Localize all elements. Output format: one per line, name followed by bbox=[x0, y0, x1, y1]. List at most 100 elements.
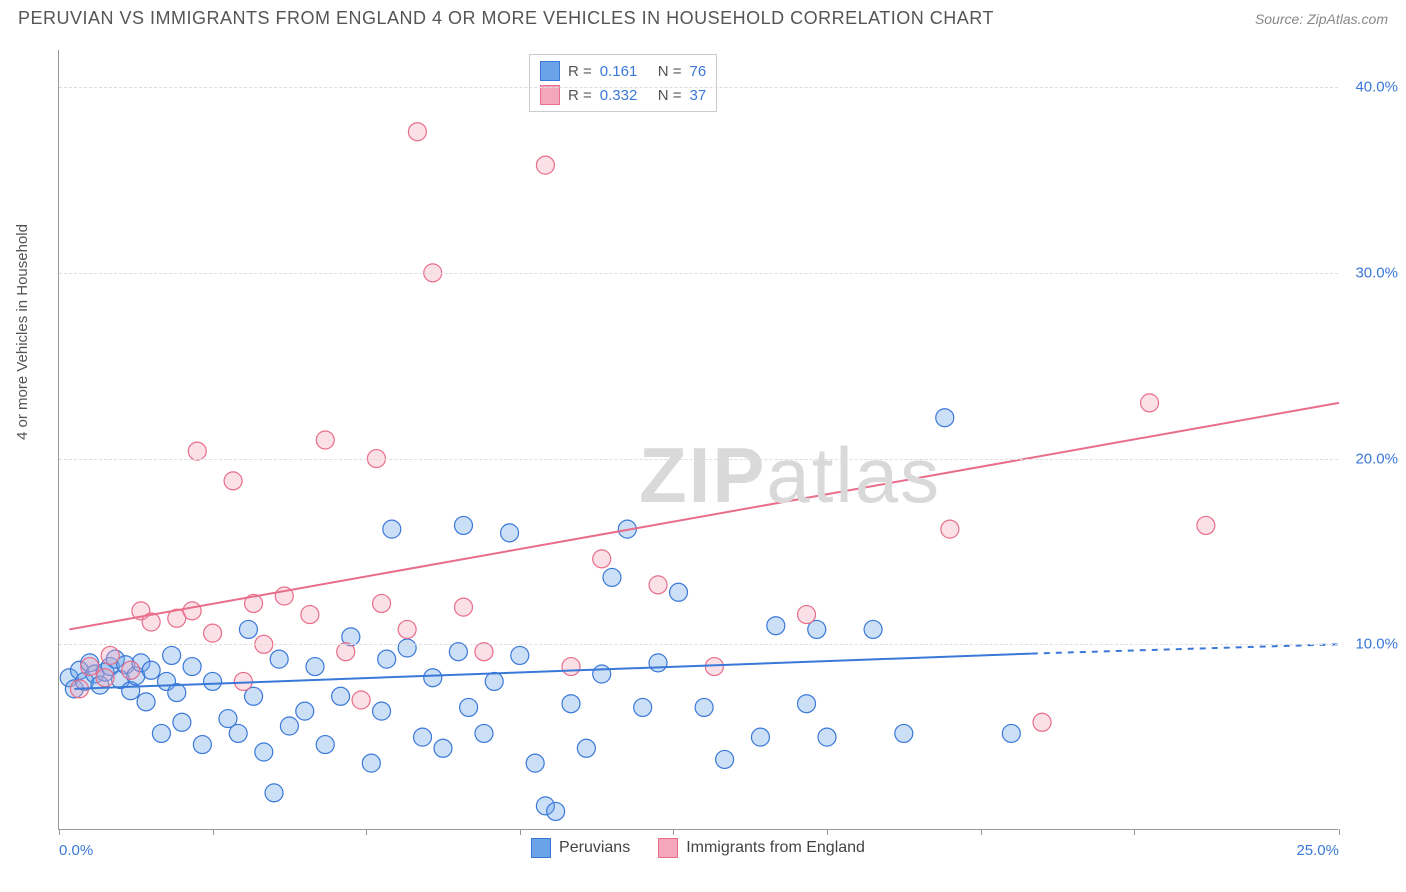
data-point bbox=[716, 750, 734, 768]
data-point bbox=[526, 754, 544, 772]
data-point bbox=[337, 643, 355, 661]
trend-line bbox=[69, 403, 1339, 630]
data-point bbox=[332, 687, 350, 705]
data-point bbox=[475, 724, 493, 742]
data-point bbox=[485, 672, 503, 690]
data-point bbox=[96, 669, 114, 687]
data-point bbox=[593, 665, 611, 683]
data-point bbox=[547, 802, 565, 820]
data-point bbox=[352, 691, 370, 709]
data-point bbox=[695, 698, 713, 716]
data-point bbox=[142, 661, 160, 679]
data-point bbox=[373, 594, 391, 612]
data-point bbox=[424, 669, 442, 687]
data-point bbox=[152, 724, 170, 742]
data-point bbox=[767, 617, 785, 635]
x-tick bbox=[366, 829, 367, 835]
x-tick bbox=[213, 829, 214, 835]
data-point bbox=[316, 736, 334, 754]
data-point bbox=[204, 672, 222, 690]
data-point bbox=[383, 520, 401, 538]
data-point bbox=[137, 693, 155, 711]
data-point bbox=[936, 409, 954, 427]
chart-plot-area: ZIPatlas R =0.161N =76R =0.332N =37 10.0… bbox=[58, 50, 1338, 830]
legend-bottom: Peruvians Immigrants from England bbox=[58, 838, 1338, 858]
x-tick bbox=[673, 829, 674, 835]
y-tick-label: 20.0% bbox=[1355, 450, 1398, 467]
data-point bbox=[183, 658, 201, 676]
scatter-svg bbox=[59, 50, 1338, 829]
data-point bbox=[562, 695, 580, 713]
data-point bbox=[188, 442, 206, 460]
data-point bbox=[265, 784, 283, 802]
data-point bbox=[818, 728, 836, 746]
data-point bbox=[1002, 724, 1020, 742]
legend-label: Peruvians bbox=[559, 839, 630, 857]
data-point bbox=[649, 576, 667, 594]
data-point bbox=[81, 658, 99, 676]
data-point bbox=[475, 643, 493, 661]
y-tick-label: 30.0% bbox=[1355, 264, 1398, 281]
legend-item: Peruvians bbox=[531, 838, 630, 858]
data-point bbox=[1197, 516, 1215, 534]
data-point bbox=[408, 123, 426, 141]
data-point bbox=[362, 754, 380, 772]
data-point bbox=[122, 661, 140, 679]
data-point bbox=[373, 702, 391, 720]
data-point bbox=[1033, 713, 1051, 731]
data-point bbox=[224, 472, 242, 490]
gridline-h bbox=[59, 273, 1338, 274]
legend-swatch bbox=[531, 838, 551, 858]
y-axis-label: 4 or more Vehicles in Household bbox=[14, 224, 31, 440]
trend-line bbox=[74, 654, 1031, 689]
data-point bbox=[1141, 394, 1159, 412]
data-point bbox=[173, 713, 191, 731]
data-point bbox=[705, 658, 723, 676]
legend-swatch bbox=[540, 61, 560, 81]
data-point bbox=[536, 156, 554, 174]
data-point bbox=[301, 606, 319, 624]
data-point bbox=[670, 583, 688, 601]
data-point bbox=[577, 739, 595, 757]
data-point bbox=[941, 520, 959, 538]
data-point bbox=[193, 736, 211, 754]
data-point bbox=[229, 724, 247, 742]
gridline-h bbox=[59, 459, 1338, 460]
data-point bbox=[398, 620, 416, 638]
data-point bbox=[414, 728, 432, 746]
legend-stat-row: R =0.161N =76 bbox=[540, 59, 706, 83]
chart-title: PERUVIAN VS IMMIGRANTS FROM ENGLAND 4 OR… bbox=[18, 8, 994, 29]
data-point bbox=[255, 743, 273, 761]
data-point bbox=[296, 702, 314, 720]
gridline-h bbox=[59, 644, 1338, 645]
data-point bbox=[511, 646, 529, 664]
data-point bbox=[398, 639, 416, 657]
data-point bbox=[239, 620, 257, 638]
data-point bbox=[454, 598, 472, 616]
data-point bbox=[593, 550, 611, 568]
data-point bbox=[306, 658, 324, 676]
data-point bbox=[378, 650, 396, 668]
data-point bbox=[280, 717, 298, 735]
x-tick bbox=[520, 829, 521, 835]
legend-stats-box: R =0.161N =76R =0.332N =37 bbox=[529, 54, 717, 112]
data-point bbox=[798, 695, 816, 713]
data-point bbox=[163, 646, 181, 664]
data-point bbox=[316, 431, 334, 449]
x-tick bbox=[59, 829, 60, 835]
x-tick bbox=[827, 829, 828, 835]
data-point bbox=[603, 568, 621, 586]
legend-swatch bbox=[658, 838, 678, 858]
data-point bbox=[634, 698, 652, 716]
data-point bbox=[270, 650, 288, 668]
y-tick-label: 10.0% bbox=[1355, 636, 1398, 653]
x-tick bbox=[1134, 829, 1135, 835]
data-point bbox=[562, 658, 580, 676]
y-tick-label: 40.0% bbox=[1355, 79, 1398, 96]
data-point bbox=[895, 724, 913, 742]
x-tick bbox=[1339, 829, 1340, 835]
legend-item: Immigrants from England bbox=[658, 838, 865, 858]
data-point bbox=[798, 606, 816, 624]
data-point bbox=[864, 620, 882, 638]
data-point bbox=[649, 654, 667, 672]
